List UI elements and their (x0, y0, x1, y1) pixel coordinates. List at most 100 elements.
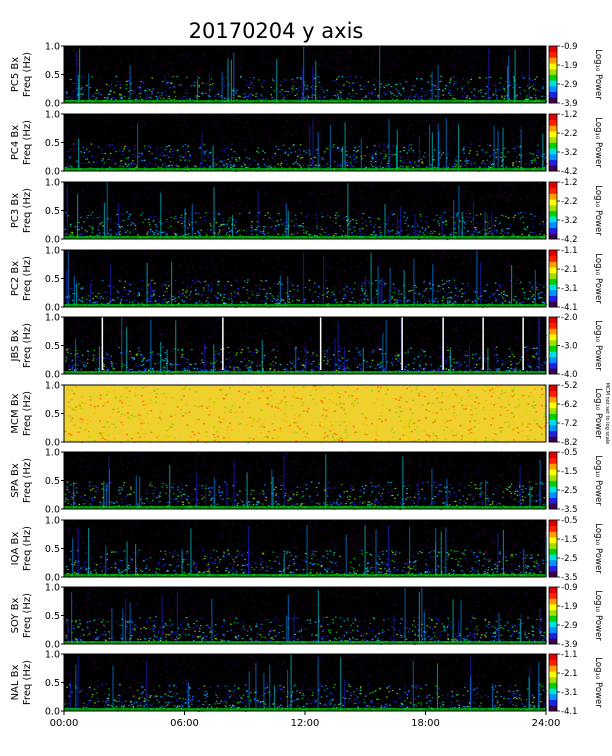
x-tick-label: 18:00 (411, 718, 440, 729)
colorbar-tick-label: -2.5 (561, 554, 578, 564)
x-tick-label: 12:00 (291, 718, 320, 729)
y-tick-label: 0.0 (45, 438, 60, 449)
colorbar: -2.0 -3.0 -4.0 Log₁₀ Power (548, 313, 603, 380)
colorbar-note: MCM not set to log scale (604, 383, 610, 444)
x-tick-label: 00:00 (50, 718, 79, 729)
spectrogram-image (64, 182, 546, 239)
y-tick-label: 0.0 (45, 573, 60, 584)
spectral-texture (64, 520, 548, 578)
colorbar: -0.5 -1.5 -2.5 -3.5 Log₁₀ Power (548, 516, 603, 583)
colorbar: -1.2 -2.2 -3.2 -4.2 Log₁₀ Power (548, 110, 603, 177)
spectrogram-image (64, 520, 546, 577)
y-tick-label: 1.0 (45, 42, 60, 53)
colorbar-tick-label: -1.5 (561, 535, 578, 545)
colorbar-tick-label: -3.5 (561, 505, 578, 515)
station-label: JBS Bx (10, 329, 21, 362)
panel-mcm-bx: 0.0 0.5 1.0 MCM Bx Freq (Hz) -5.2 -6.2 -7.2 -8.2… (10, 381, 610, 449)
freq-axis-label: Freq (Hz) (22, 188, 33, 233)
panel-pc5-bx: 0.0 0.5 1.0 PC5 Bx Freq (Hz) -0.9 -1.9 -2.9 -3.9… (10, 42, 603, 110)
colorbar-tick-label: -2.2 (561, 197, 578, 207)
spectral-texture (64, 654, 548, 712)
colorbar-tick-label: -7.2 (561, 419, 578, 429)
colorbar-tick-label: -2.9 (561, 621, 578, 631)
spectral-texture (64, 452, 548, 510)
station-label: PC2 Bx (10, 261, 21, 296)
station-label: MCM Bx (10, 393, 21, 433)
station-label: NAL Bx (10, 664, 21, 700)
colorbar-tick-label: -3.9 (561, 99, 578, 109)
panel-pc3-bx: 0.0 0.5 1.0 PC3 Bx Freq (Hz) -1.2 -2.2 -3.2 -4.2… (10, 178, 603, 246)
colorbar-tick-label: -2.1 (561, 669, 578, 679)
y-tick-label: 0.5 (45, 274, 60, 285)
freq-axis-label: Freq (Hz) (22, 323, 33, 368)
colorbar: -1.1 -2.1 -3.1 -4.1 Log₁₀ Power (548, 650, 603, 717)
station-label: IQA Bx (10, 532, 21, 566)
y-tick-label: 1.0 (45, 583, 60, 594)
colorbar-tick-label: -2.0 (561, 313, 578, 323)
colorbar-tick-label: -1.9 (561, 602, 578, 612)
colorbar-label: Log₁₀ Power (593, 117, 603, 168)
spectral-texture (64, 317, 548, 375)
y-tick-label: 0.5 (45, 544, 60, 555)
colorbar: -0.9 -1.9 -2.9 -3.9 Log₁₀ Power (548, 583, 603, 650)
x-tick-label: 24:00 (532, 718, 561, 729)
spectral-texture (64, 46, 548, 104)
colorbar-tick-label: -1.2 (561, 178, 578, 188)
panel-jbs-bx: 0.0 0.5 1.0 JBS Bx Freq (Hz) -2.0 -3.0 -4.0 Log₁… (10, 313, 603, 381)
colorbar-tick-label: -1.5 (561, 467, 578, 477)
spectral-texture (64, 250, 548, 308)
panel-iqa-bx: 0.0 0.5 1.0 IQA Bx Freq (Hz) -0.5 -1.5 -2.5 -3.5… (10, 516, 603, 584)
station-label: SOY Bx (10, 598, 21, 634)
freq-axis-label: Freq (Hz) (22, 52, 33, 97)
y-tick-label: 0.5 (45, 138, 60, 149)
y-tick-label: 1.0 (45, 246, 60, 257)
colorbar-tick-label: -3.2 (561, 216, 578, 226)
y-tick-label: 0.5 (45, 409, 60, 420)
colorbar-tick-label: -3.1 (561, 688, 578, 698)
panel-pc2-bx: 0.0 0.5 1.0 PC2 Bx Freq (Hz) -1.1 -2.1 -3.1 -4.1… (10, 246, 603, 314)
colorbar-tick-label: -2.2 (561, 129, 578, 139)
colorbar-tick-label: -3.2 (561, 148, 578, 158)
y-tick-label: 1.0 (45, 448, 60, 459)
y-tick-label: 0.0 (45, 235, 60, 246)
x-tick-label: 06:00 (170, 718, 199, 729)
spectrogram-image (64, 385, 546, 442)
y-tick-label: 1.0 (45, 313, 60, 324)
y-tick-label: 0.5 (45, 476, 60, 487)
colorbar-tick-label: -6.2 (561, 400, 578, 410)
colorbar-tick-label: -1.1 (561, 246, 578, 256)
colorbar-tick-label: -4.1 (561, 303, 578, 313)
colorbar-tick-label: -0.5 (561, 448, 578, 458)
colorbar-label: Log₁₀ Power (593, 523, 603, 574)
colorbar-tick-label: -0.9 (561, 42, 578, 52)
colorbar-tick-label: -4.1 (561, 707, 578, 717)
colorbar-tick-label: -4.2 (561, 167, 578, 177)
spectrogram-image (64, 452, 546, 509)
colorbar-tick-label: -3.9 (561, 640, 578, 650)
freq-axis-label: Freq (Hz) (22, 120, 33, 165)
colorbar: -0.9 -1.9 -2.9 -3.9 Log₁₀ Power (548, 42, 603, 109)
freq-axis-label: Freq (Hz) (22, 526, 33, 571)
y-tick-label: 0.5 (45, 611, 60, 622)
y-tick-label: 0.0 (45, 505, 60, 516)
y-tick-label: 0.0 (45, 707, 60, 718)
colorbar: -1.2 -2.2 -3.2 -4.2 Log₁₀ Power (548, 178, 603, 245)
colorbar-tick-label: -1.1 (561, 650, 578, 660)
y-tick-label: 0.0 (45, 99, 60, 110)
y-tick-label: 0.0 (45, 167, 60, 178)
station-label: PC5 Bx (10, 57, 21, 92)
colorbar-label: Log₁₀ Power (593, 388, 603, 439)
y-tick-label: 0.0 (45, 370, 60, 381)
colorbar: -5.2 -6.2 -7.2 -8.2 Log₁₀ Power MCM not set t… (548, 381, 610, 448)
colorbar-tick-label: -2.5 (561, 486, 578, 496)
colorbar-tick-label: -1.9 (561, 61, 578, 71)
panel-pc4-bx: 0.0 0.5 1.0 PC4 Bx Freq (Hz) -1.2 -2.2 -3.2 -4.2… (10, 110, 603, 178)
colorbar-tick-label: -2.1 (561, 265, 578, 275)
y-tick-label: 0.0 (45, 303, 60, 314)
time-axis: 00:00 06:00 12:00 18:00 24:00 (50, 711, 561, 729)
y-tick-label: 0.5 (45, 206, 60, 217)
freq-axis-label: Freq (Hz) (22, 256, 33, 301)
y-tick-label: 0.5 (45, 70, 60, 81)
